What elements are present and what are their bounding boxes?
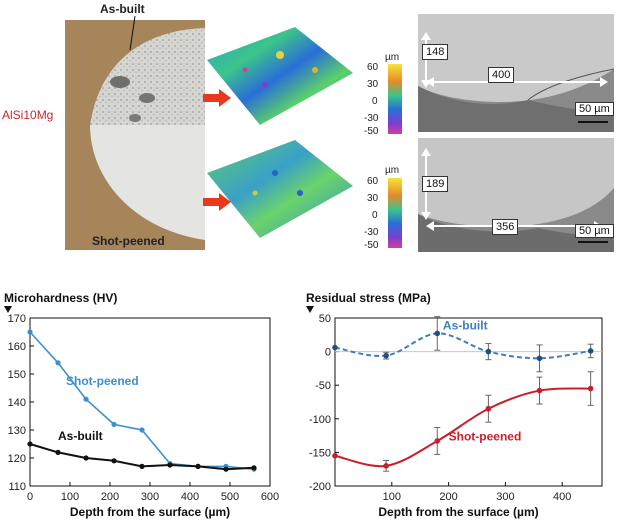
data-point — [223, 466, 229, 472]
y-tick-label: -100 — [309, 414, 331, 426]
colorbar-tick: 30 — [367, 193, 379, 204]
colorbar-unit: µm — [385, 165, 400, 176]
micrograph-as-built-dimensions — [421, 32, 608, 123]
data-point — [536, 387, 543, 394]
melt-pool-width-label: 356 — [492, 219, 519, 235]
data-point — [55, 360, 61, 366]
arrow-right-icon — [203, 89, 231, 107]
series-label-shot-peened: Shot-peened — [66, 374, 139, 388]
x-tick-label: 400 — [181, 491, 199, 503]
data-point — [167, 462, 173, 468]
colorbar-tick: -30 — [364, 227, 379, 238]
colorbar-tick: -50 — [364, 240, 379, 251]
chart-title: Microhardness (HV) — [4, 291, 117, 305]
x-axis-label: Depth from the surface (µm) — [70, 505, 230, 519]
data-point — [587, 348, 594, 354]
y-tick-label: -150 — [309, 447, 331, 459]
arrow-right-icon — [203, 193, 231, 211]
data-point — [27, 329, 33, 335]
y-tick-label: 120 — [8, 453, 26, 465]
sample-photo — [65, 20, 205, 250]
y-tick-label: 0 — [325, 347, 331, 359]
as-built-sample-label: As-built — [100, 2, 145, 16]
x-tick-label: 200 — [101, 491, 119, 503]
y-tick-label: 160 — [8, 341, 26, 353]
x-tick-label: 500 — [221, 491, 239, 503]
residual-stress-chart: Residual stress (MPa) 50 0 -50 -100 -150 -200 1… — [306, 291, 603, 519]
data-point — [111, 458, 117, 464]
axis-marker-icon — [4, 306, 12, 313]
colorbar-tick: -50 — [364, 126, 379, 137]
microhardness-chart: Microhardness (HV) 110 120 130 140 150 160 170 0… — [4, 291, 279, 519]
x-tick-label: 400 — [553, 491, 571, 503]
x-tick-label: 100 — [383, 491, 401, 503]
data-point — [332, 344, 338, 351]
surface-map-as-built — [207, 27, 353, 125]
data-point — [83, 455, 89, 461]
x-tick-label: 200 — [439, 491, 457, 503]
y-tick-label: 170 — [8, 313, 26, 325]
surface-map-shot-peened — [207, 140, 353, 238]
scale-bar-label: 50 µm — [575, 102, 614, 116]
colorbar-tick: -30 — [364, 113, 379, 124]
x-tick-label: 600 — [261, 491, 279, 503]
data-point — [485, 348, 492, 355]
colorbar-as-built — [388, 64, 402, 134]
colorbar-tick: 0 — [372, 210, 378, 221]
data-point — [83, 396, 89, 402]
data-point — [434, 330, 441, 337]
data-point — [332, 452, 338, 459]
colorbar-tick: 0 — [372, 96, 378, 107]
plot-frame — [29, 317, 271, 487]
x-tick-label: 300 — [496, 491, 514, 503]
y-tick-label: 50 — [319, 313, 331, 325]
colorbar-shot-peened — [388, 178, 402, 248]
data-point — [383, 352, 389, 359]
melt-pool-depth-label: 148 — [422, 44, 449, 60]
data-point — [195, 463, 201, 469]
data-point — [139, 463, 145, 469]
data-point — [55, 449, 61, 455]
y-tick-label: 110 — [8, 481, 26, 493]
data-point — [485, 405, 492, 412]
series-label-shot-peened: Shot-peened — [449, 429, 522, 443]
series-line — [334, 387, 591, 468]
y-tick-label: 150 — [8, 369, 26, 381]
series-label-as-built: As-built — [443, 318, 488, 332]
colorbar-tick: 60 — [367, 176, 379, 187]
melt-pool-depth-label: 189 — [422, 176, 449, 192]
data-point — [111, 421, 117, 427]
series-label-as-built: As-built — [58, 429, 103, 443]
axis-marker-icon — [306, 306, 314, 313]
data-point — [251, 465, 257, 471]
y-tick-label: 140 — [8, 397, 26, 409]
melt-pool-width-label: 400 — [488, 67, 515, 83]
x-tick-label: 100 — [61, 491, 79, 503]
series-line — [334, 332, 591, 360]
x-tick-label: 300 — [141, 491, 159, 503]
plot-frame — [334, 317, 603, 487]
as-built-leader-line — [129, 15, 136, 51]
scale-bar-label: 50 µm — [575, 224, 614, 238]
x-axis-label: Depth from the surface (µm) — [378, 505, 538, 519]
data-point — [536, 355, 543, 362]
colorbar-tick: 60 — [367, 62, 379, 73]
sample-photo-graphic — [65, 20, 205, 250]
y-tick-label: 130 — [8, 425, 26, 437]
y-tick-label: -50 — [315, 380, 331, 392]
data-point — [27, 441, 33, 447]
data-point — [587, 385, 594, 392]
data-point — [434, 438, 441, 444]
data-point — [139, 427, 145, 433]
chart-title: Residual stress (MPa) — [306, 291, 431, 305]
material-label: AlSi10Mg — [2, 108, 54, 122]
shot-peened-sample-label: Shot-peened — [92, 234, 165, 248]
series-line — [29, 331, 255, 470]
data-point — [383, 463, 389, 469]
colorbar-tick: 30 — [367, 79, 379, 90]
colorbar-unit: µm — [385, 52, 400, 63]
x-tick-label: 0 — [27, 491, 33, 503]
y-tick-label: -200 — [309, 481, 331, 493]
micrograph-shot-peened-graphic — [418, 138, 614, 252]
